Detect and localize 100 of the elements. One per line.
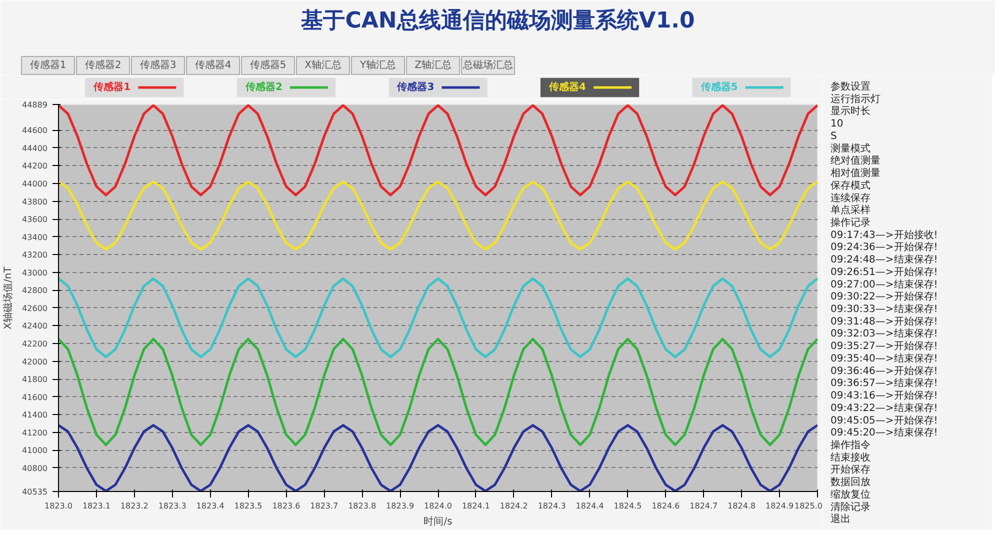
y-tick-label: 44600 (22, 126, 48, 136)
text: 09:17:43—>开始接收! (830, 228, 938, 241)
text: 保存模式 (830, 179, 870, 192)
text: 退出 (830, 513, 850, 526)
text: S (830, 130, 837, 142)
x-tick-label: 1825.0 (794, 502, 823, 510)
text: 09:43:16—>开始保存! (830, 390, 938, 402)
text: 运行指示灯 (830, 92, 880, 105)
x-tick-label: 1823.9 (386, 502, 414, 510)
text: 总磁场汇总 (462, 59, 513, 71)
text: 传感器2 (84, 59, 122, 71)
x-axis-title: 时间/s (424, 516, 452, 528)
text: 09:24:48—>结束保存! (830, 254, 938, 266)
legend-label: 传感器4 (548, 81, 586, 93)
x-tick-label: 1824.6 (652, 502, 680, 510)
text: 09:27:00—>结束保存! (830, 278, 938, 290)
legend-label: 传感器2 (244, 81, 282, 93)
line-series (58, 338, 818, 446)
y-tick-label: 42800 (22, 286, 48, 296)
text: 缩放复位 (830, 488, 870, 500)
x-tick-label: 1824.5 (614, 502, 642, 510)
text: 开始保存 (830, 464, 870, 476)
text: 09:35:27—>开始保存! (830, 340, 938, 352)
line-series (58, 180, 818, 251)
text: 基于CAN总线通信的磁场测量系统V1.0 (300, 8, 695, 34)
y-tick-label: 42600 (22, 304, 48, 313)
y-tick-label: 43800 (22, 197, 48, 206)
x-tick-label: 1823.5 (234, 502, 262, 510)
x-tick-label: 1824.8 (728, 502, 756, 510)
text: 09:45:05—>开始保存! (830, 414, 938, 426)
x-tick-label: 1823.3 (158, 502, 186, 510)
y-tick-label: 41000 (22, 446, 48, 456)
y-tick-label: 44889 (22, 100, 48, 110)
y-tick-label: 40800 (22, 464, 48, 473)
y-tick-label: 43600 (22, 215, 48, 224)
text: 操作指令 (830, 438, 870, 451)
text: 10 (830, 118, 844, 130)
text: 显示时长 (830, 105, 870, 118)
text: 连续保存 (830, 192, 870, 204)
text: 数据回放 (830, 476, 870, 488)
text: 相对值测量 (830, 167, 880, 180)
x-tick-label: 1823.7 (310, 502, 338, 510)
y-tick-label: 43200 (22, 250, 48, 260)
x-tick-label: 1824.0 (424, 502, 452, 510)
x-tick-label: 1823.1 (82, 502, 110, 510)
y-tick-label: 42400 (22, 322, 48, 331)
text: Z轴汇总 (414, 59, 452, 71)
y-tick-label: 42200 (22, 340, 48, 349)
text: 09:43:22—>结束保存! (830, 402, 938, 414)
x-tick-label: 1824.9 (766, 502, 794, 510)
text: 结束接收 (830, 451, 870, 464)
text: 传感器1 (30, 59, 66, 71)
text: 清除记录 (830, 500, 870, 513)
text: 操作记录 (830, 216, 870, 228)
line-series (58, 104, 818, 196)
text: 传感器4 (194, 59, 232, 71)
text: 09:36:57—>结束保存! (830, 377, 938, 390)
y-tick-label: 40535 (22, 488, 48, 496)
text: 传感器3 (140, 59, 176, 71)
x-tick-label: 1824.4 (576, 502, 604, 510)
text: 09:26:51—>开始保存! (830, 266, 938, 278)
text: 绝对值测量 (830, 154, 880, 167)
x-tick-label: 1824.3 (538, 502, 566, 510)
legend-label: 传感器5 (700, 81, 738, 93)
y-tick-label: 44400 (22, 144, 48, 153)
y-tick-label: 42000 (22, 357, 48, 366)
text: 测量模式 (830, 142, 870, 154)
x-tick-label: 1824.2 (500, 502, 528, 510)
y-tick-label: 41400 (22, 410, 48, 420)
y-tick-label: 43000 (22, 268, 48, 278)
x-tick-label: 1823.6 (272, 502, 300, 510)
x-tick-label: 1823.2 (120, 502, 148, 510)
text: 09:31:48—>开始保存! (830, 315, 938, 328)
text: 09:24:36—>开始保存! (830, 241, 938, 254)
text: 09:35:40—>结束保存! (830, 352, 938, 364)
text: 参数设置 (830, 80, 870, 92)
y-tick-label: 41200 (22, 428, 48, 438)
text: 09:30:33—>结束保存! (830, 303, 938, 315)
x-tick-label: 1824.1 (462, 502, 490, 510)
x-tick-label: 1823.8 (348, 502, 376, 510)
y-tick-label: 44000 (22, 180, 48, 189)
legend-label: 传感器1 (92, 81, 131, 93)
text: Y轴汇总 (358, 59, 396, 71)
y-tick-label: 41600 (22, 392, 48, 402)
y-tick-label: 43400 (22, 232, 48, 242)
x-tick-label: 1824.7 (690, 502, 718, 510)
text: 09:30:22—>开始保存! (830, 290, 938, 303)
text: 传感器5 (250, 59, 286, 71)
line-series (58, 277, 818, 358)
text: 09:45:20—>结束保存! (830, 426, 938, 439)
x-tick-label: 1823.0 (44, 502, 73, 510)
text: 09:32:03—>结束保存! (830, 328, 938, 340)
text: 09:36:46—>开始保存! (830, 364, 938, 377)
x-tick-label: 1823.4 (196, 502, 224, 510)
y-axis-title: X轴磁场值/nT (2, 266, 14, 330)
y-tick-label: 44200 (22, 162, 48, 171)
y-tick-label: 41800 (22, 375, 48, 384)
text: X轴汇总 (304, 59, 342, 71)
text: 单点采样 (830, 204, 870, 216)
legend-label: 传感器3 (396, 81, 434, 93)
